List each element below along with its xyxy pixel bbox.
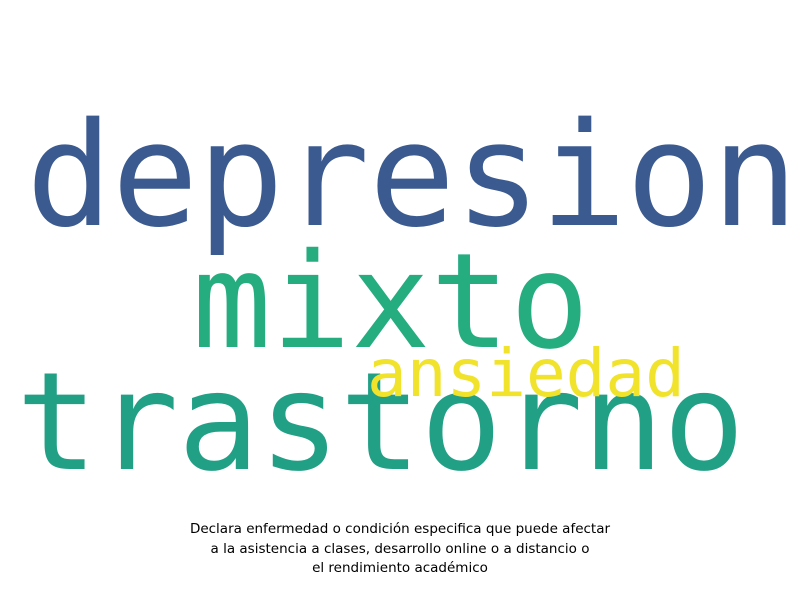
word-ansiedad: ansiedad [367,335,685,412]
word-depresion: depresion [26,91,798,259]
word-mixto: mixto [192,225,590,379]
word-trastorno: trastorno [16,344,745,502]
caption-line: a la asistencia a clases, desarrollo onl… [210,540,590,557]
caption-line: el rendimiento académico [312,560,488,576]
caption-line: Declara enfermedad o condición especific… [189,521,611,537]
figure-caption: Declara enfermedad o condición especific… [100,520,700,579]
